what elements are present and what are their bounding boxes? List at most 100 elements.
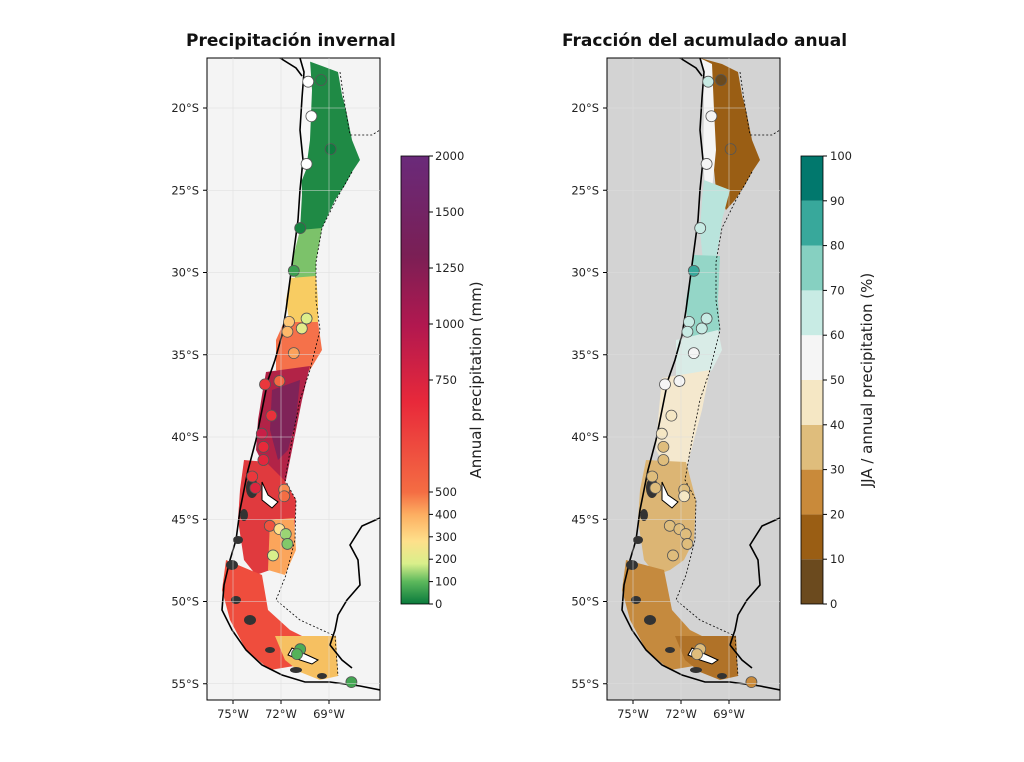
lon-tick-label: 72°W	[265, 707, 297, 721]
right-coastline	[621, 58, 780, 691]
colorbar-tick-label: 70	[830, 283, 845, 297]
right-peru-coast	[679, 58, 703, 77]
right-colorbar-blocks	[801, 156, 823, 604]
colorbar-block	[801, 245, 823, 291]
station-marker-fraction	[700, 312, 713, 325]
lat-tick-label: 20°S	[571, 101, 599, 115]
station-marker-fraction	[702, 75, 715, 88]
station-marker-precip	[281, 325, 294, 338]
station-marker-precip	[300, 158, 313, 170]
station-marker-precip	[345, 676, 358, 689]
right-axes: 20°S 25°S 30°S 35°S 40°S 45°S 50°S 55°S 75°W 72°W…	[571, 58, 780, 721]
station-marker-precip	[257, 454, 270, 466]
lat-tick-label: 50°S	[171, 595, 199, 609]
lat-tick-label: 25°S	[171, 183, 199, 197]
colorbar-tick-label: 100	[435, 575, 457, 589]
station-marker-fraction	[659, 378, 671, 391]
right-border	[675, 71, 780, 677]
right-region-atacama	[700, 180, 730, 262]
lat-tick-label: 55°S	[171, 677, 199, 691]
colorbar-tick-label: 0	[830, 597, 837, 611]
station-marker-precip	[273, 375, 286, 387]
station-marker-precip	[283, 315, 295, 328]
left-coastline	[221, 58, 380, 691]
lon-tick-label: 72°W	[665, 707, 697, 721]
colorbar-block	[801, 200, 823, 246]
station-marker-fraction	[695, 322, 708, 335]
lat-tick-label: 30°S	[571, 266, 599, 280]
colorbar-tick-label: 2000	[435, 149, 464, 163]
station-marker-precip	[302, 75, 315, 88]
colorbar-block	[801, 156, 823, 201]
station-marker-fraction	[687, 347, 700, 360]
left-axes: 20°S 25°S 30°S 35°S 40°S 45°S 50°S 55°S 75°W 72°W…	[171, 58, 380, 721]
right-stations	[646, 74, 758, 689]
right-argentina-coast	[729, 517, 780, 669]
left-fjord	[261, 481, 279, 509]
right-colorbar: 0 10 20 30 40 50 60 70 80 90 100 JJA / annual prec…	[800, 149, 876, 611]
station-marker-precip	[278, 490, 291, 503]
lat-tick-label: 20°S	[171, 101, 199, 115]
colorbar-tick-label: 80	[830, 239, 845, 253]
colorbar-tick-label: 20	[830, 507, 845, 521]
station-marker-precip	[279, 528, 292, 540]
station-marker-fraction	[655, 427, 668, 440]
left-stations	[246, 74, 358, 689]
station-marker-fraction	[724, 143, 737, 156]
station-marker-precip	[294, 222, 307, 234]
lat-tick-label: 50°S	[571, 595, 599, 609]
lat-tick-label: 40°S	[171, 430, 199, 444]
station-marker-precip	[249, 482, 262, 494]
station-marker-precip	[259, 378, 271, 391]
colorbar-block	[801, 290, 823, 336]
left-colorbar: 0 100 200 300 400 500 750 1000 1250 1500 2000 Annu…	[400, 149, 485, 611]
station-marker-fraction	[700, 158, 713, 170]
left-peru-coast	[279, 58, 303, 77]
station-marker-precip	[257, 440, 270, 453]
left-map-frame	[206, 57, 381, 701]
lon-tick-label: 75°W	[217, 707, 249, 721]
station-marker-precip	[295, 322, 308, 335]
station-marker-fraction	[683, 315, 695, 328]
colorbar-tick-label: 90	[830, 194, 845, 208]
colorbar-tick-label: 50	[830, 373, 845, 387]
station-marker-precip	[324, 143, 337, 156]
left-argentina-coast	[329, 517, 380, 669]
lat-tick-label: 55°S	[571, 677, 599, 691]
colorbar-block	[801, 335, 823, 380]
station-marker-fraction	[673, 375, 686, 387]
station-marker-precip	[315, 74, 327, 86]
station-marker-precip	[246, 470, 259, 483]
station-marker-fraction	[678, 490, 691, 503]
colorbar-tick-label: 1000	[435, 317, 464, 331]
station-marker-fraction	[681, 325, 694, 338]
colorbar-tick-label: 300	[435, 530, 457, 544]
colorbar-block	[801, 424, 823, 470]
station-marker-fraction	[649, 482, 662, 494]
right-fjord	[661, 481, 679, 509]
left-region-central-north	[292, 228, 322, 282]
right-region-south	[656, 370, 710, 475]
station-marker-fraction	[691, 648, 703, 661]
panel-left-title: Precipitación invernal	[186, 31, 396, 51]
station-marker-fraction	[657, 440, 670, 453]
station-marker-fraction	[687, 264, 700, 277]
panel-right-title: Fracción del acumulado anual	[562, 31, 848, 51]
lat-tick-label: 35°S	[571, 348, 599, 362]
station-marker-precip	[300, 312, 313, 325]
station-marker-fraction	[715, 74, 727, 86]
station-marker-precip	[255, 427, 268, 440]
station-marker-fraction	[665, 409, 678, 422]
station-marker-fraction	[667, 549, 679, 562]
station-marker-precip	[287, 347, 300, 360]
right-region-central-south	[676, 330, 722, 385]
left-colorbar-ticks: 0 100 200 300 400 500 750 1000 1250 1500 2000	[429, 149, 464, 611]
station-marker-fraction	[679, 528, 692, 540]
right-map: 20°S 25°S 30°S 35°S 40°S 45°S 50°S 55°S 75°W 72°W…	[571, 57, 781, 721]
station-marker-precip	[287, 264, 300, 277]
lat-tick-label: 45°S	[571, 512, 599, 526]
station-marker-fraction	[694, 222, 707, 234]
colorbar-block	[801, 469, 823, 515]
colorbar-tick-label: 750	[435, 373, 457, 387]
